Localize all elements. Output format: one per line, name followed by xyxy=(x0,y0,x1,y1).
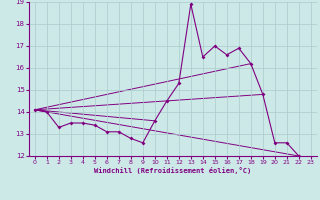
X-axis label: Windchill (Refroidissement éolien,°C): Windchill (Refroidissement éolien,°C) xyxy=(94,167,252,174)
